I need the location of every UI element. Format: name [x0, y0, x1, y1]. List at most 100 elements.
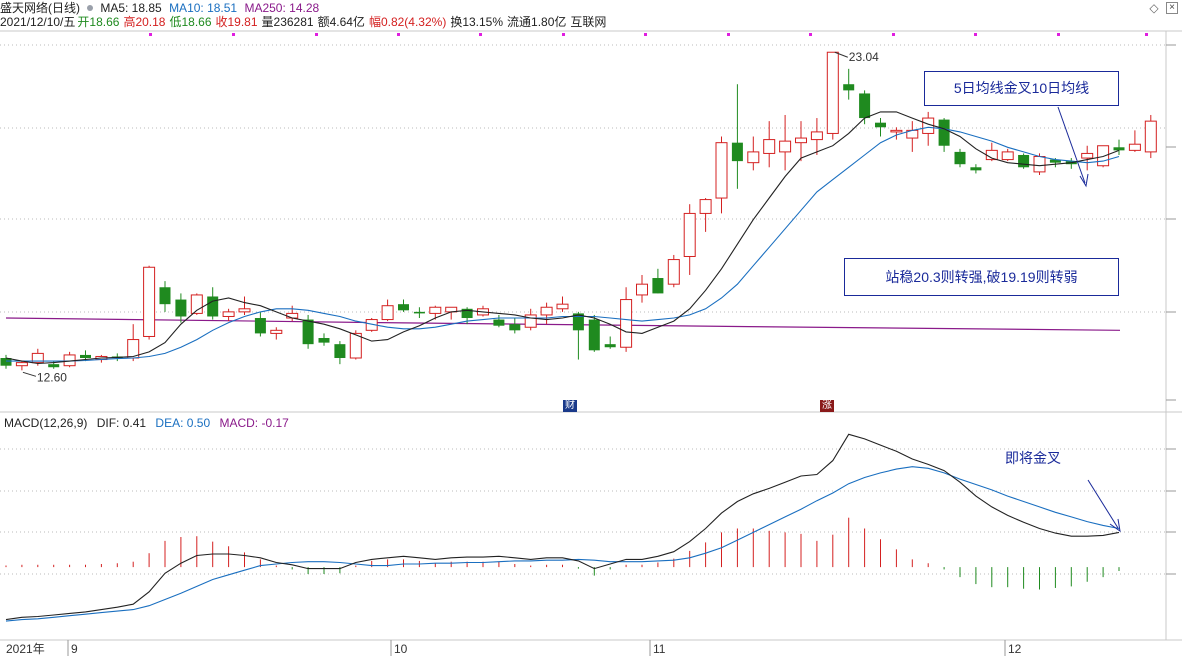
- dea-value: DEA: 0.50: [155, 416, 211, 430]
- finance-marker-icon[interactable]: 财: [563, 400, 577, 412]
- open-value: 开18.66: [77, 15, 120, 29]
- turnover-value: 换13.15%: [450, 15, 504, 29]
- top-marker-dot: [809, 33, 812, 36]
- close-icon[interactable]: ×: [1166, 2, 1178, 14]
- macd-value: MACD: -0.17: [219, 416, 289, 430]
- low-pointer: [22, 371, 37, 377]
- month-label: 12: [1008, 642, 1022, 656]
- low-price-label: 12.60: [37, 370, 67, 384]
- annotation-arrowhead: [1079, 173, 1089, 188]
- candle-body: [763, 139, 776, 154]
- month-label: 10: [394, 642, 408, 656]
- dea-line: [5, 466, 1120, 622]
- change-value: 幅0.82(4.32%): [368, 15, 447, 29]
- candle-body: [270, 329, 283, 334]
- candle-body: [1097, 145, 1110, 167]
- candle-body: [429, 306, 442, 314]
- candle-body: [652, 278, 664, 294]
- top-marker-dot: [892, 33, 895, 36]
- top-marker-dot: [479, 33, 482, 36]
- top-marker-dot: [232, 33, 235, 36]
- dropdown-dot-icon[interactable]: [87, 5, 93, 12]
- ma5-line: [5, 111, 1120, 365]
- candle-body: [509, 324, 521, 331]
- candle-body: [795, 137, 807, 144]
- candle-body: [540, 306, 553, 316]
- ma5-value: MA5: 18.85: [100, 1, 162, 15]
- amount-value: 额4.64亿: [317, 15, 365, 29]
- candle-body: [699, 199, 712, 214]
- candle-body: [747, 151, 760, 164]
- candle-body: [636, 283, 648, 296]
- candle-body: [190, 294, 203, 314]
- top-marker-dot: [1057, 33, 1060, 36]
- low-value: 低18.66: [169, 15, 212, 29]
- candle-body: [1144, 120, 1157, 153]
- close-value: 收19.81: [215, 15, 258, 29]
- candle-body: [1081, 152, 1094, 159]
- high-value: 高20.18: [123, 15, 166, 29]
- candle-body: [349, 332, 362, 359]
- candle-body: [493, 319, 505, 326]
- diamond-icon[interactable]: ◇: [1148, 1, 1160, 15]
- candle-body: [302, 319, 314, 345]
- dif-line: [5, 433, 1120, 621]
- ma10-value: MA10: 18.51: [169, 1, 238, 15]
- candle-body: [1001, 151, 1014, 161]
- candle-body: [556, 303, 569, 310]
- candle-body: [1018, 154, 1030, 168]
- candle-body: [207, 296, 219, 317]
- candle-body: [620, 299, 633, 348]
- candle-body: [1128, 143, 1141, 151]
- candle-body: [875, 122, 886, 128]
- header-row-1: 盛天网络(日线) MA5: 18.85 MA10: 18.51 MA250: 1…: [0, 1, 323, 15]
- macd-annotation-arrowhead: [1109, 518, 1121, 533]
- candle-body: [1113, 147, 1125, 151]
- candle-body: [175, 299, 187, 317]
- candle-body: [80, 354, 91, 359]
- candle-body: [683, 212, 696, 257]
- annotation-support-box: 站稳20.3则转强,破19.19则转弱: [844, 258, 1119, 296]
- high-pointer: [834, 51, 848, 58]
- dif-value: DIF: 0.41: [96, 416, 147, 430]
- candle-body: [588, 319, 600, 351]
- ma250-value: MA250: 14.28: [244, 1, 320, 15]
- ma250-line: [5, 317, 1121, 331]
- macd-title[interactable]: MACD(12,26,9): [4, 416, 88, 430]
- candle-body: [826, 51, 839, 134]
- high-price-label: 23.04: [849, 50, 879, 64]
- annotation-golden-cross-box: 5日均线金叉10日均线: [924, 71, 1119, 106]
- candle-body: [604, 344, 616, 348]
- top-marker-dot: [397, 33, 400, 36]
- month-label: 11: [653, 642, 666, 656]
- candle-body: [31, 352, 44, 364]
- candle-body: [254, 318, 266, 334]
- candle-body: [954, 151, 966, 165]
- candle-body: [398, 304, 409, 311]
- month-label: 9: [71, 642, 78, 656]
- top-marker-dot: [974, 33, 977, 36]
- candle-body: [779, 140, 792, 153]
- candle-body: [461, 308, 473, 319]
- candle-body: [859, 93, 871, 119]
- candle-body: [572, 313, 584, 331]
- stock-name[interactable]: 盛天网络(日线): [0, 1, 80, 15]
- top-marker-dot: [1145, 33, 1148, 36]
- annotation-arrow: [1057, 106, 1086, 184]
- candle-body: [334, 344, 346, 359]
- candle-body: [143, 266, 156, 337]
- candle-body: [890, 129, 903, 133]
- candle-body: [238, 308, 251, 313]
- candle-body: [1049, 159, 1061, 163]
- candle-body: [1033, 156, 1046, 173]
- candle-body: [222, 311, 235, 317]
- candle-body: [938, 119, 950, 146]
- header-row-2: 2021/12/10/五 开18.66 高20.18 低18.66 收19.81 量236…: [0, 15, 610, 29]
- candle-body: [731, 142, 743, 162]
- year-label: 2021年: [6, 642, 45, 656]
- float-cap-value: 流通1.80亿: [507, 15, 567, 29]
- top-marker-dot: [315, 33, 318, 36]
- candle-body: [15, 362, 28, 367]
- macd-annotation-arrow: [1087, 479, 1119, 529]
- limit-up-marker-icon[interactable]: 涨: [820, 400, 834, 412]
